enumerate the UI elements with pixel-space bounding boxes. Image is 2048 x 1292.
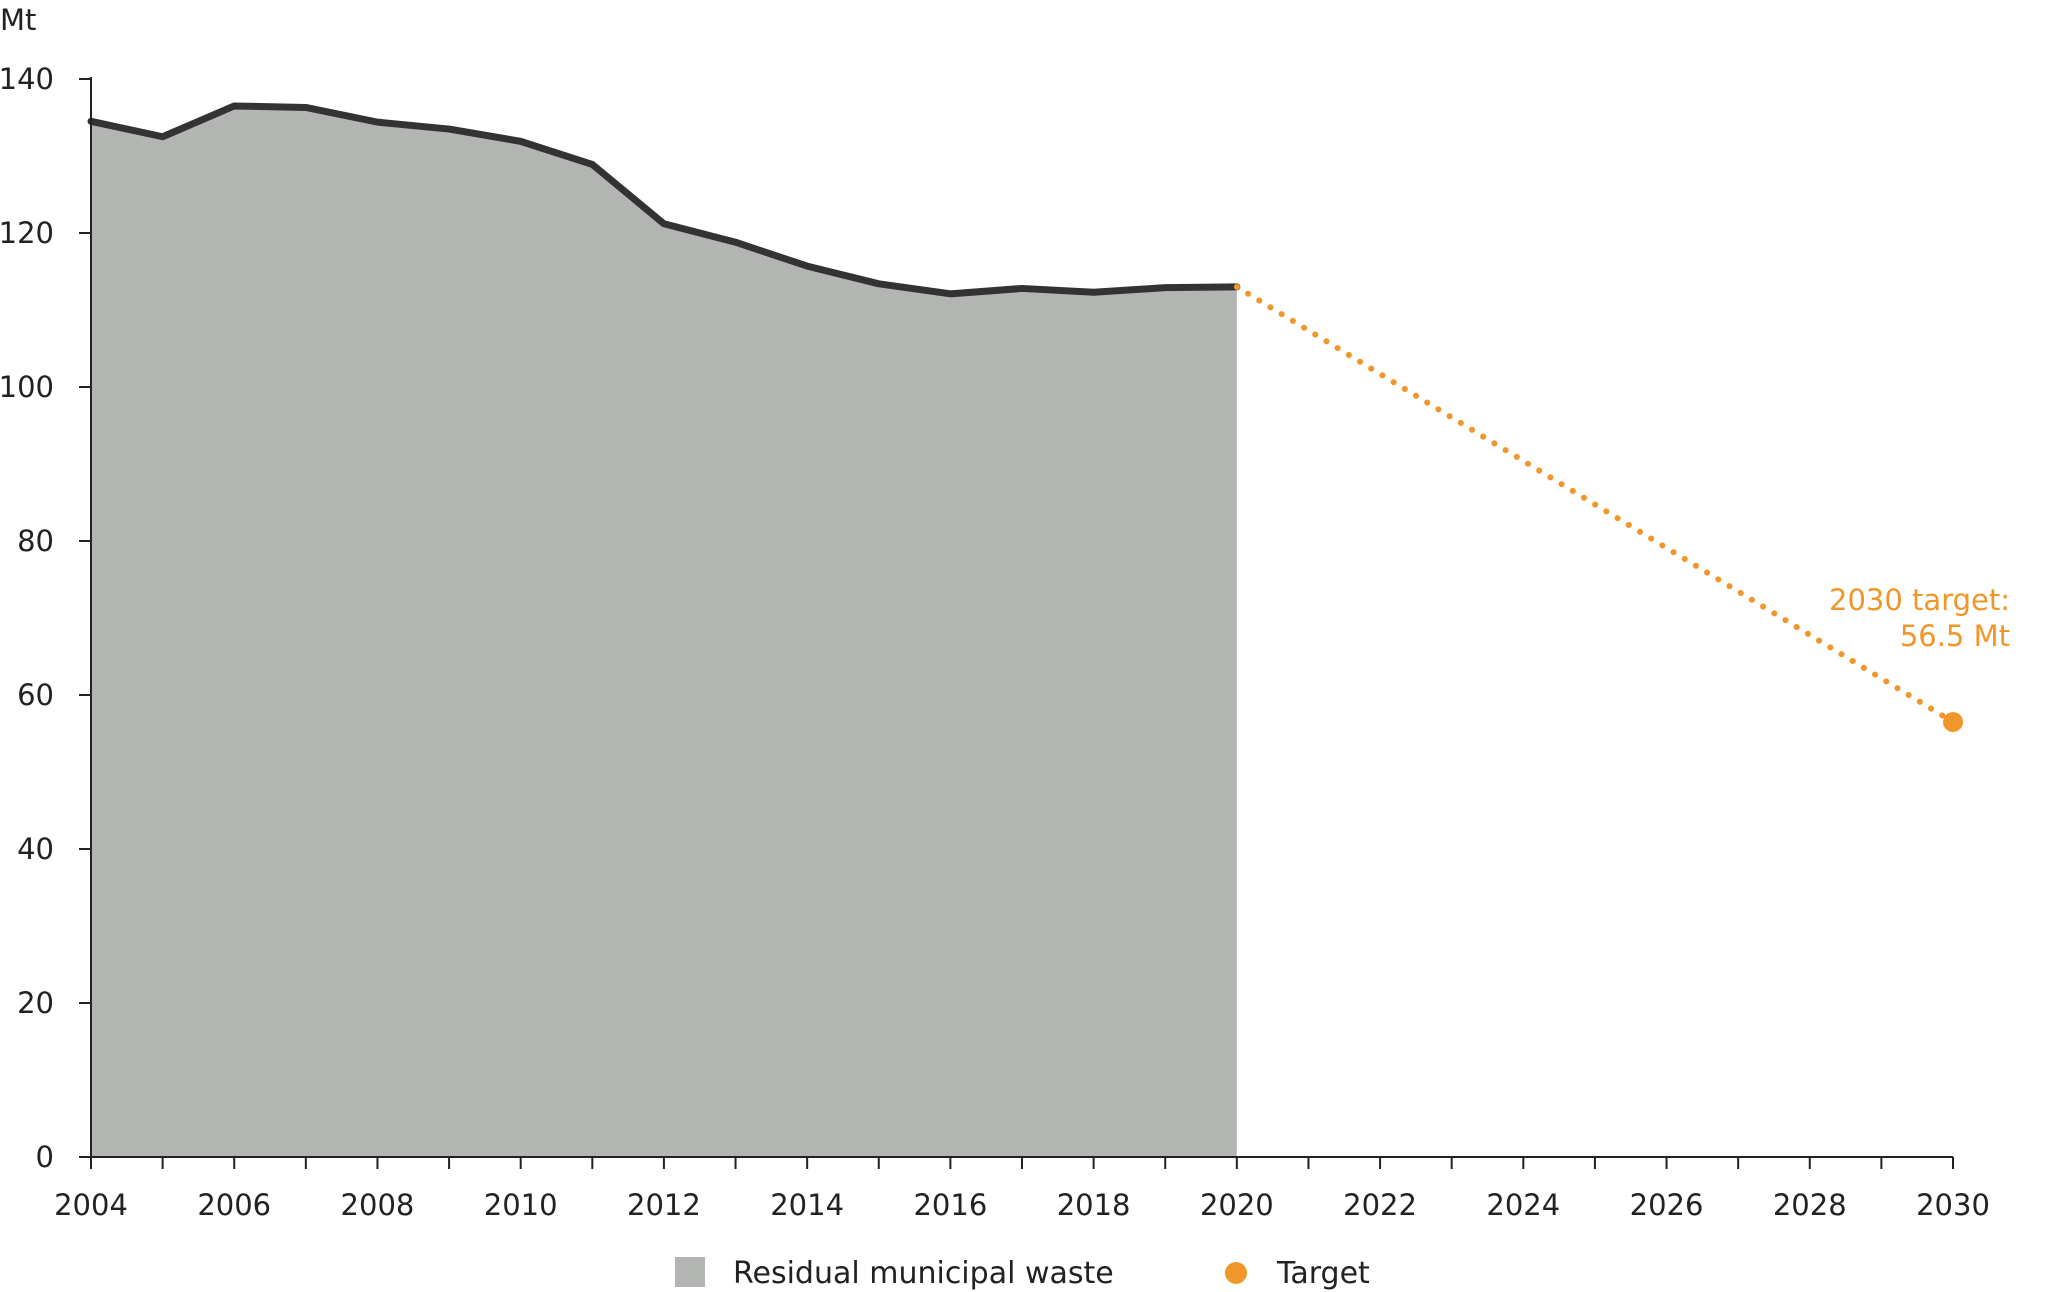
x-tick-label-2020: 2020 [1200,1188,1274,1222]
annotation-line-2: 56.5 Mt [1900,619,2010,653]
x-tick-label-2024: 2024 [1486,1188,1560,1222]
y-tick-label-100: 100 [0,370,54,404]
y-tick-label-60: 60 [17,678,54,712]
legend-swatch-target [1225,1262,1247,1284]
annotation-layer: 2030 target:56.5 Mt [1829,583,2010,653]
x-tick-label-2010: 2010 [484,1188,558,1222]
x-tick-label-2022: 2022 [1343,1188,1417,1222]
data-point-2019 [1162,284,1169,291]
x-tick-label-2012: 2012 [627,1188,701,1222]
x-tick-label-2018: 2018 [1057,1188,1131,1222]
y-tick-label-120: 120 [0,216,54,250]
data-point-2009 [446,126,453,133]
data-point-2005 [159,133,166,140]
y-tick-label-40: 40 [17,832,54,866]
data-point-2008 [374,119,381,126]
y-tick-label-140: 140 [0,62,54,96]
x-tick-label-2008: 2008 [341,1188,415,1222]
label-layer: Mt 0 20 40 60 80 100 120 140 2004 2006 2008 2010 201… [0,3,1990,1222]
x-tick-label-2030: 2030 [1916,1188,1990,1222]
y-tick-label-20: 20 [17,986,54,1020]
x-tick-label-2028: 2028 [1773,1188,1847,1222]
x-tick-label-2016: 2016 [913,1188,987,1222]
y-axis-unit-label: Mt [0,3,36,37]
axis-layer [79,77,1954,1169]
x-tick-label-2014: 2014 [770,1188,844,1222]
x-tick-label-2026: 2026 [1630,1188,1704,1222]
annotation-line-1: 2030 target: [1829,583,2010,617]
data-point-2007 [302,104,309,111]
x-tick-label-2004: 2004 [54,1188,128,1222]
data-point-2006 [231,102,238,109]
data-point-2014 [804,263,811,270]
data-point-2010 [517,138,524,145]
y-tick-label-0: 0 [36,1140,54,1174]
series-area-residual-municipal-waste [91,105,1237,1158]
y-tick-label-80: 80 [17,524,54,558]
target-trajectory-line [1233,283,1956,725]
data-point-2012 [660,220,667,227]
target-point [1943,711,1963,732]
data-point-2016 [947,290,954,297]
data-point-2013 [732,239,739,246]
legend-label-target: Target [1276,1256,1370,1291]
x-tick-label-2006: 2006 [197,1188,271,1222]
area-layer [91,105,1237,1158]
data-point-2017 [1019,285,1025,292]
legend-swatch-residual-municipal-waste [675,1257,705,1287]
legend: Residual municipal waste Target [675,1256,1370,1291]
data-point-2011 [589,161,596,168]
line-layer [87,102,1963,732]
data-point-2018 [1090,289,1097,296]
legend-label-residual-municipal-waste: Residual municipal waste [733,1256,1114,1291]
data-point-2015 [875,280,882,287]
